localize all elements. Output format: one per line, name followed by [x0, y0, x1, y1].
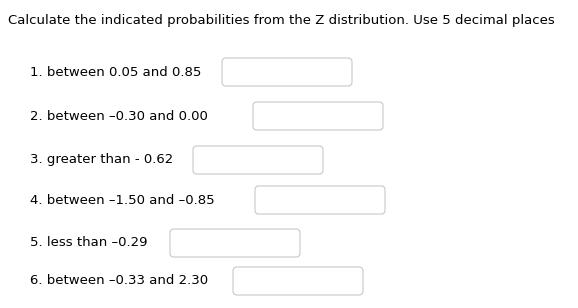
FancyBboxPatch shape — [193, 146, 323, 174]
Text: 3. greater than - 0.62: 3. greater than - 0.62 — [30, 153, 173, 167]
FancyBboxPatch shape — [253, 102, 383, 130]
Text: 6. between –0.33 and 2.30: 6. between –0.33 and 2.30 — [30, 274, 208, 287]
FancyBboxPatch shape — [233, 267, 363, 295]
Text: 4. between –1.50 and –0.85: 4. between –1.50 and –0.85 — [30, 193, 214, 206]
Text: 5. less than –0.29: 5. less than –0.29 — [30, 237, 147, 249]
FancyBboxPatch shape — [170, 229, 300, 257]
Text: Calculate the indicated probabilities from the Z distribution. Use 5 decimal pla: Calculate the indicated probabilities fr… — [8, 14, 555, 27]
Text: 1. between 0.05 and 0.85: 1. between 0.05 and 0.85 — [30, 66, 201, 79]
FancyBboxPatch shape — [255, 186, 385, 214]
Text: 2. between –0.30 and 0.00: 2. between –0.30 and 0.00 — [30, 110, 208, 123]
FancyBboxPatch shape — [222, 58, 352, 86]
